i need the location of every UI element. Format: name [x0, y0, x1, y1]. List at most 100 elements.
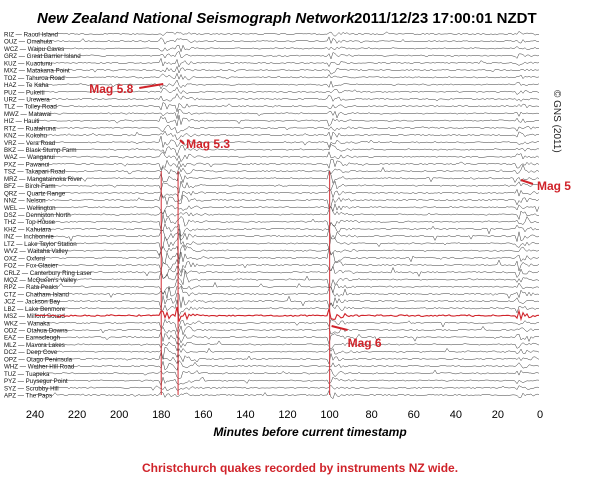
annotation-arrow: [179, 139, 185, 145]
station-label: KUZ — Kuaotunu: [4, 60, 53, 67]
station-label: WAZ — Wanganui: [4, 154, 55, 161]
station-label: RPZ — Rata Peaks: [4, 284, 58, 291]
station-label: HIZ — Hauiti: [4, 118, 39, 125]
station-label: CRLZ — Canterbury Ring Laser: [4, 270, 92, 277]
station-trace: [34, 151, 540, 163]
station-trace: [34, 258, 540, 274]
station-trace: [34, 136, 540, 149]
station-label: EAZ — Earnscleugh: [4, 335, 61, 342]
station-label: WEL — Wellington: [4, 205, 56, 212]
station-label: OPZ — Otago Peninsula: [4, 356, 73, 363]
x-tick-label: 100: [320, 409, 338, 421]
station-label: FOZ — Fox Glacier: [4, 263, 58, 270]
station-trace: [34, 93, 540, 102]
station-trace: [34, 278, 540, 295]
station-trace: [34, 31, 540, 37]
station-trace: [35, 125, 540, 134]
station-trace: [35, 159, 540, 171]
station-trace: [34, 221, 540, 237]
x-tick-label: 160: [194, 409, 212, 421]
station-trace: [34, 233, 540, 253]
station-label: INZ — Inchbonnie: [4, 234, 54, 241]
station-label: MQZ — McQueen's Valley: [4, 277, 77, 284]
station-trace: [34, 206, 539, 221]
station-trace: [35, 299, 539, 318]
station-label: MWZ — Matawai: [4, 111, 51, 118]
station-trace: [35, 228, 540, 243]
magnitude-annotation: Mag 5.8: [89, 82, 133, 96]
station-label: NNZ — Nelson: [4, 198, 46, 205]
station-label: HAZ — Te Kaha: [4, 82, 49, 89]
station-trace: [34, 108, 540, 120]
station-label: WCZ — Waipu Caves: [4, 46, 64, 53]
station-trace: [35, 376, 540, 387]
station-trace: [34, 102, 540, 113]
station-trace: [34, 144, 540, 157]
station-trace: [34, 324, 540, 339]
station-label: LBZ — Lake Benmore: [4, 306, 66, 313]
station-label: TSZ — Takapari Road: [4, 169, 66, 176]
x-tick-label: 80: [366, 409, 378, 421]
station-label: WVZ — Waitaha Valley: [4, 248, 69, 255]
x-tick-label: 220: [68, 409, 86, 421]
station-trace: [34, 389, 540, 399]
station-trace: [34, 72, 540, 81]
station-trace: [35, 340, 540, 352]
station-label: JCZ — Jackson Bay: [4, 299, 61, 306]
station-trace: [34, 188, 540, 202]
station-label: THZ — Top House: [4, 219, 56, 226]
station-trace: [34, 384, 540, 392]
station-label: PYZ — Puysegur Point: [4, 378, 68, 385]
station-trace: [34, 330, 540, 346]
station-label: KHZ — Kahutara: [4, 226, 52, 233]
station-trace: [34, 270, 540, 289]
station-label: MRZ — Mangatainoka River: [4, 176, 82, 183]
station-label: DSZ — Denniston North: [4, 212, 71, 219]
station-label: TOZ — Tahuroa Road: [4, 75, 65, 82]
x-tick-label: 240: [26, 409, 44, 421]
station-trace: [34, 57, 540, 68]
timestamp: 2011/12/23 17:00:01 NZDT: [354, 10, 537, 27]
station-trace: [34, 247, 540, 265]
station-label: LTZ — Lake Taylor Station: [4, 241, 77, 248]
station-label: QRZ — Quartz Range: [4, 190, 66, 197]
station-label: VRZ — Vera Road: [4, 140, 56, 147]
station-label: RIZ — Raoul Island: [4, 32, 59, 39]
station-trace: [34, 65, 540, 75]
x-tick-label: 200: [110, 409, 128, 421]
station-trace: [34, 202, 540, 215]
x-tick-label: 60: [408, 409, 420, 421]
station-trace: [34, 346, 540, 360]
x-tick-label: 120: [278, 409, 296, 421]
magnitude-annotation: Mag 6: [348, 336, 382, 350]
station-trace: [34, 180, 540, 195]
station-trace: [34, 292, 540, 310]
annotation-arrow: [520, 179, 534, 185]
station-label: URZ — Urewera: [4, 96, 50, 103]
station-label: RTZ — Ruatahuna: [4, 125, 56, 132]
station-label: PUZ — Pukeiti: [4, 89, 45, 96]
station-trace: [34, 351, 540, 365]
station-label: CTZ — Chatham Island: [4, 291, 70, 298]
station-label: SYZ — Scrubby Hill: [4, 385, 59, 392]
station-label: BFZ — Birch Farm: [4, 183, 56, 190]
magnitude-annotation: Mag 5.3: [186, 137, 230, 151]
station-trace: [34, 115, 540, 127]
magnitude-annotation: Mag 5: [537, 179, 571, 193]
station-trace: [34, 359, 540, 371]
annotation-arrow: [139, 83, 164, 89]
station-label: OXZ — Oxford: [4, 255, 45, 262]
station-trace: [34, 369, 540, 379]
station-trace: [34, 318, 540, 333]
station-trace: [34, 244, 540, 260]
station-label: MLZ — Mavora Lakes: [4, 342, 65, 349]
station-trace: [34, 285, 540, 299]
x-tick-label: 40: [450, 409, 462, 421]
station-trace: [34, 214, 540, 231]
caption: Christchurch quakes recorded by instrume…: [141, 461, 459, 475]
station-label: TUZ — Tuapeka: [4, 371, 50, 378]
x-tick-label: 0: [537, 409, 543, 421]
station-label: APZ — The Paps: [4, 393, 52, 400]
x-tick-label: 140: [236, 409, 254, 421]
